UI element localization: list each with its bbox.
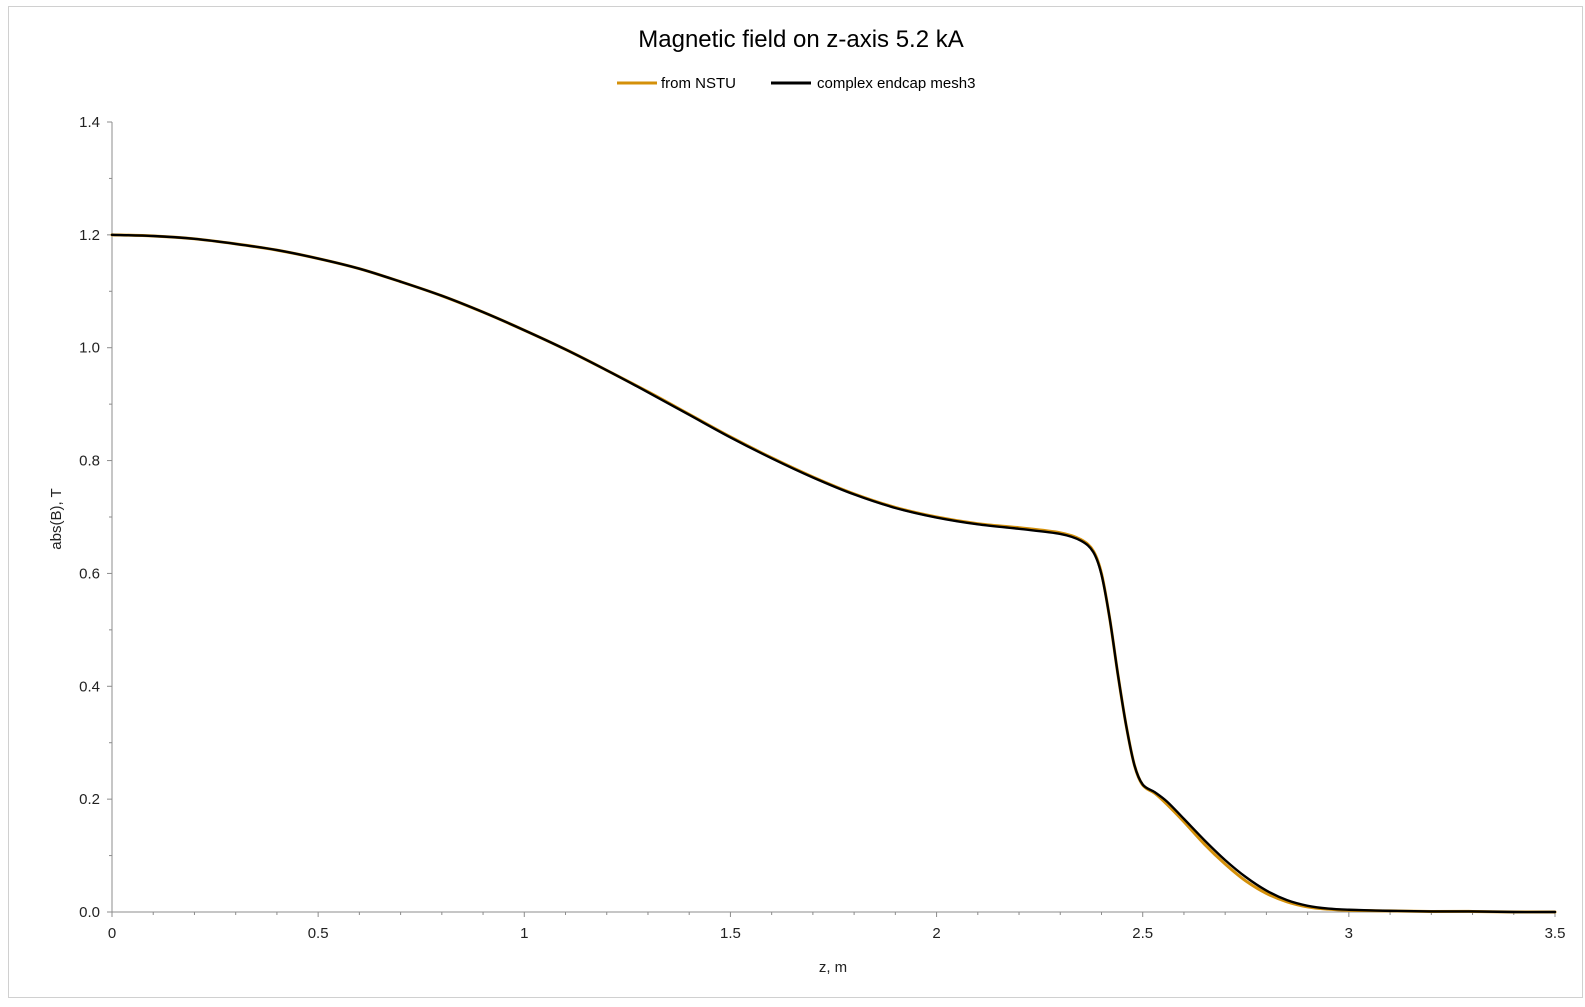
- y-tick-label: 0.2: [79, 791, 100, 808]
- x-tick-label: 0: [108, 925, 116, 942]
- y-axis-ticks: 0.0 0.2 0.4 0.6 0.8 1.0 1.2 1.4: [79, 114, 112, 921]
- y-tick-label: 0.8: [79, 453, 100, 470]
- legend-label-series-2: complex endcap mesh3: [817, 75, 975, 92]
- x-tick-label: 1.5: [720, 925, 741, 942]
- chart-frame: Magnetic field on z-axis 5.2 kA from NST…: [8, 6, 1583, 998]
- x-tick-label: 2: [932, 925, 940, 942]
- legend-label-series-1: from NSTU: [661, 75, 736, 92]
- x-tick-label: 1: [520, 925, 528, 942]
- y-tick-label: 1.4: [79, 114, 100, 131]
- y-tick-label: 1.2: [79, 227, 100, 244]
- series-lines: [110, 233, 1557, 914]
- x-tick-label: 3.5: [1545, 925, 1566, 942]
- chart-title: Magnetic field on z-axis 5.2 kA: [638, 26, 964, 53]
- series-line-2: [110, 233, 1557, 914]
- chart-axes: [111, 122, 1555, 913]
- line-chart: Magnetic field on z-axis 5.2 kA from NST…: [48, 26, 1566, 976]
- x-axis-ticks: 0 0.5 1 1.5 2 2.5 3 3.5: [108, 912, 1566, 942]
- y-tick-label: 0.0: [79, 904, 100, 921]
- y-axis-label: abs(B), T: [48, 488, 65, 549]
- y-tick-label: 1.0: [79, 340, 100, 357]
- series-line-1: [110, 233, 1557, 914]
- chart-legend: from NSTU complex endcap mesh3: [617, 75, 975, 92]
- x-tick-label: 2.5: [1132, 925, 1153, 942]
- x-tick-label: 0.5: [308, 925, 329, 942]
- x-axis-label: z, m: [819, 959, 847, 976]
- x-tick-label: 3: [1345, 925, 1353, 942]
- y-tick-label: 0.4: [79, 678, 100, 695]
- y-tick-label: 0.6: [79, 565, 100, 582]
